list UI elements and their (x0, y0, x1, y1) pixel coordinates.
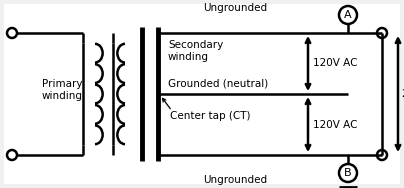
Text: B: B (344, 168, 352, 178)
Text: Ungrounded: Ungrounded (203, 175, 267, 185)
Text: 120V AC: 120V AC (313, 120, 358, 130)
Text: Primary
winding: Primary winding (42, 79, 82, 101)
Text: Secondary
winding: Secondary winding (168, 40, 223, 62)
Text: Ungrounded: Ungrounded (203, 3, 267, 13)
Text: Center tap (CT): Center tap (CT) (170, 111, 250, 121)
Text: 240V AC: 240V AC (402, 89, 404, 99)
FancyBboxPatch shape (4, 4, 400, 184)
Text: A: A (344, 10, 352, 20)
Text: Grounded (neutral): Grounded (neutral) (168, 79, 268, 89)
Text: 120V AC: 120V AC (313, 58, 358, 68)
